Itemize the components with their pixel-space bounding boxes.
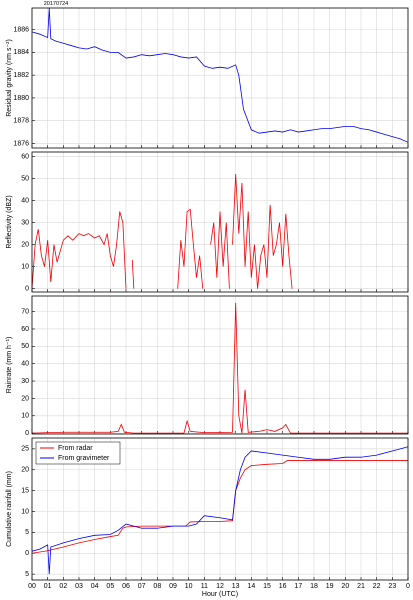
data-line: [31, 302, 408, 434]
plot-frame: [31, 437, 409, 581]
x-tick-label: 14: [247, 583, 255, 590]
y-tick-label: 0: [25, 550, 29, 557]
y-tick-label: 40: [21, 197, 29, 204]
x-tick-label: 12: [216, 583, 224, 590]
legend-box: [35, 441, 121, 465]
y-tick-label: 1882: [13, 72, 29, 79]
y-tick-label: 20: [21, 395, 29, 402]
y-tick-label: 70: [21, 308, 29, 315]
y-tick-label: 10: [21, 508, 29, 515]
y-tick-label: 60: [21, 326, 29, 333]
x-tick-label: 00: [28, 583, 36, 590]
data-line: [31, 7, 409, 143]
x-tick-label: 04: [91, 583, 99, 590]
x-tick-label: 10: [185, 583, 193, 590]
x-tick-label: 06: [122, 583, 130, 590]
y-axis-label: Residual gravity (nm s⁻²): [6, 39, 13, 117]
plot-frame: [31, 7, 409, 149]
x-tick-label: 23: [388, 583, 396, 590]
x-axis-label: Hour (UTC): [202, 591, 238, 598]
data-line: [31, 460, 408, 554]
y-tick-label: 10: [21, 413, 29, 420]
x-tick-label: 19: [326, 583, 334, 590]
y-tick-label: 1886: [13, 26, 29, 33]
y-axis-label: Rainrate (mm h⁻¹): [6, 337, 13, 394]
y-tick-label: 20: [21, 467, 29, 474]
x-tick-label: 15: [263, 583, 271, 590]
y-tick-label: 60: [21, 153, 29, 160]
y-tick-label: 40: [21, 361, 29, 368]
y-tick-label: 1880: [13, 95, 29, 102]
y-tick-label: 25: [21, 446, 29, 453]
y-tick-label: 5: [25, 571, 29, 578]
y-tick-label: 30: [21, 219, 29, 226]
legend-label: From radar: [58, 445, 93, 452]
y-tick-label: 1878: [13, 118, 29, 125]
x-tick-label: 18: [310, 583, 318, 590]
y-tick-label: 10: [21, 263, 29, 270]
x-tick-label: 03: [75, 583, 83, 590]
x-tick-label: 21: [357, 583, 365, 590]
x-tick-label: 09: [169, 583, 177, 590]
y-tick-label: 0: [25, 286, 29, 293]
plot-frame: [31, 151, 409, 293]
y-tick-label: 1884: [13, 49, 29, 56]
x-tick-label: 08: [153, 583, 161, 590]
y-tick-label: 1876: [13, 140, 29, 147]
x-tick-label: 20: [341, 583, 349, 590]
y-tick-label: 30: [21, 378, 29, 385]
y-tick-label: 5: [25, 529, 29, 536]
y-tick-label: 15: [21, 487, 29, 494]
x-tick-label: 05: [106, 583, 114, 590]
y-tick-label: 0: [25, 430, 29, 437]
y-tick-label: 20: [21, 241, 29, 248]
y-axis-label: Reflectivity (dBZ): [6, 195, 13, 248]
x-tick-label: 07: [138, 583, 146, 590]
x-tick-label: 17: [294, 583, 302, 590]
y-axis-label: Cumulative rainfall (mm): [6, 471, 13, 547]
x-tick-label: 13: [232, 583, 240, 590]
x-tick-label: 22: [373, 583, 381, 590]
annotation: 20170724: [44, 1, 68, 7]
x-tick-label: 01: [44, 583, 52, 590]
x-tick-label: 11: [201, 583, 208, 590]
data-line: [31, 174, 293, 289]
legend-label: From gravimeter: [58, 455, 110, 462]
x-tick-label: 16: [279, 583, 287, 590]
y-tick-label: 50: [21, 175, 29, 182]
x-tick-label: 02: [59, 583, 67, 590]
x-tick-label: 0: [406, 583, 410, 590]
data-line: [31, 446, 409, 575]
y-tick-label: 50: [21, 343, 29, 350]
plot-frame: [31, 295, 409, 435]
